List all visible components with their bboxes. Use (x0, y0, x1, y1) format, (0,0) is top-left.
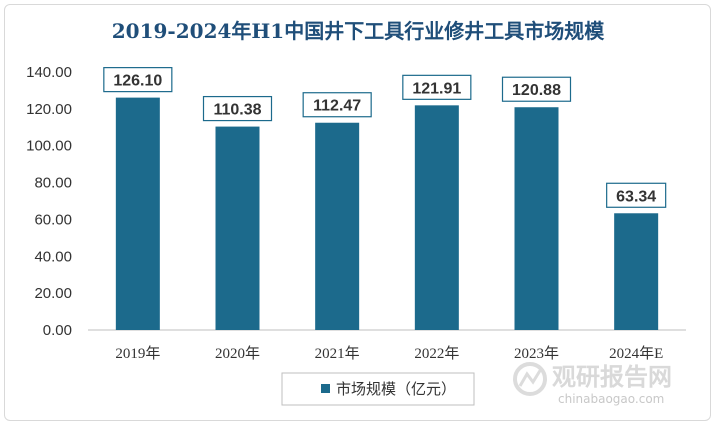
y-tick-label: 100.00 (26, 138, 72, 155)
bar (315, 122, 360, 330)
data-label: 110.38 (213, 102, 261, 119)
watermark-logo-icon (513, 362, 547, 396)
watermark-text: 观研报告网 (552, 363, 672, 391)
x-axis-ticks: 2019年 2020年 2021年 2022年 2023年 2024年E (115, 345, 663, 362)
bar (215, 126, 260, 331)
legend-label: 市场规模（亿元） (336, 381, 456, 398)
y-tick-label: 120.00 (26, 101, 72, 118)
bar (414, 105, 459, 331)
chart-title: 2019-2024年H1中国井下工具行业修井工具市场规模 (112, 19, 605, 43)
y-tick-label: 60.00 (34, 211, 72, 228)
x-tick-label: 2023年 (514, 345, 559, 362)
data-labels-group: 126.10 110.38 112.47 121.91 120.88 63.34 (103, 67, 667, 208)
data-label: 120.88 (512, 82, 561, 99)
y-tick-label: 80.00 (34, 175, 72, 192)
y-axis-ticks: 0.00 20.00 40.00 60.00 80.00 100.00 120.00 140.… (26, 64, 72, 339)
watermark-url: chinabaogao.com (558, 392, 664, 406)
data-label: 121.91 (412, 80, 461, 97)
data-label: 112.47 (313, 98, 361, 115)
y-tick-label: 40.00 (34, 248, 72, 265)
data-label: 63.34 (616, 188, 656, 205)
data-label-box (501, 76, 572, 102)
data-label-box (103, 67, 173, 93)
watermark: 观研报告网 chinabaogao.com (513, 362, 672, 406)
data-label-box (202, 95, 273, 122)
data-label-box (606, 182, 667, 208)
bars-group (115, 97, 659, 331)
y-tick-label: 140.00 (26, 64, 72, 81)
y-tick-label: 0.00 (43, 322, 72, 339)
x-tick-label: 2021年 (315, 345, 360, 362)
x-tick-label: 2024年E (609, 345, 663, 362)
x-tick-label: 2019年 (115, 345, 160, 362)
legend-swatch (321, 384, 330, 393)
data-label-box (302, 92, 372, 118)
data-label: 126.10 (113, 73, 162, 90)
bar (614, 213, 659, 330)
bar (514, 107, 559, 330)
x-tick-label: 2020年 (215, 345, 260, 362)
x-tick-label: 2022年 (414, 345, 459, 362)
bar (115, 97, 160, 330)
y-tick-label: 20.00 (34, 285, 72, 302)
legend-box (281, 372, 475, 406)
data-label-box (402, 74, 472, 100)
legend: 市场规模（亿元） (281, 372, 475, 406)
